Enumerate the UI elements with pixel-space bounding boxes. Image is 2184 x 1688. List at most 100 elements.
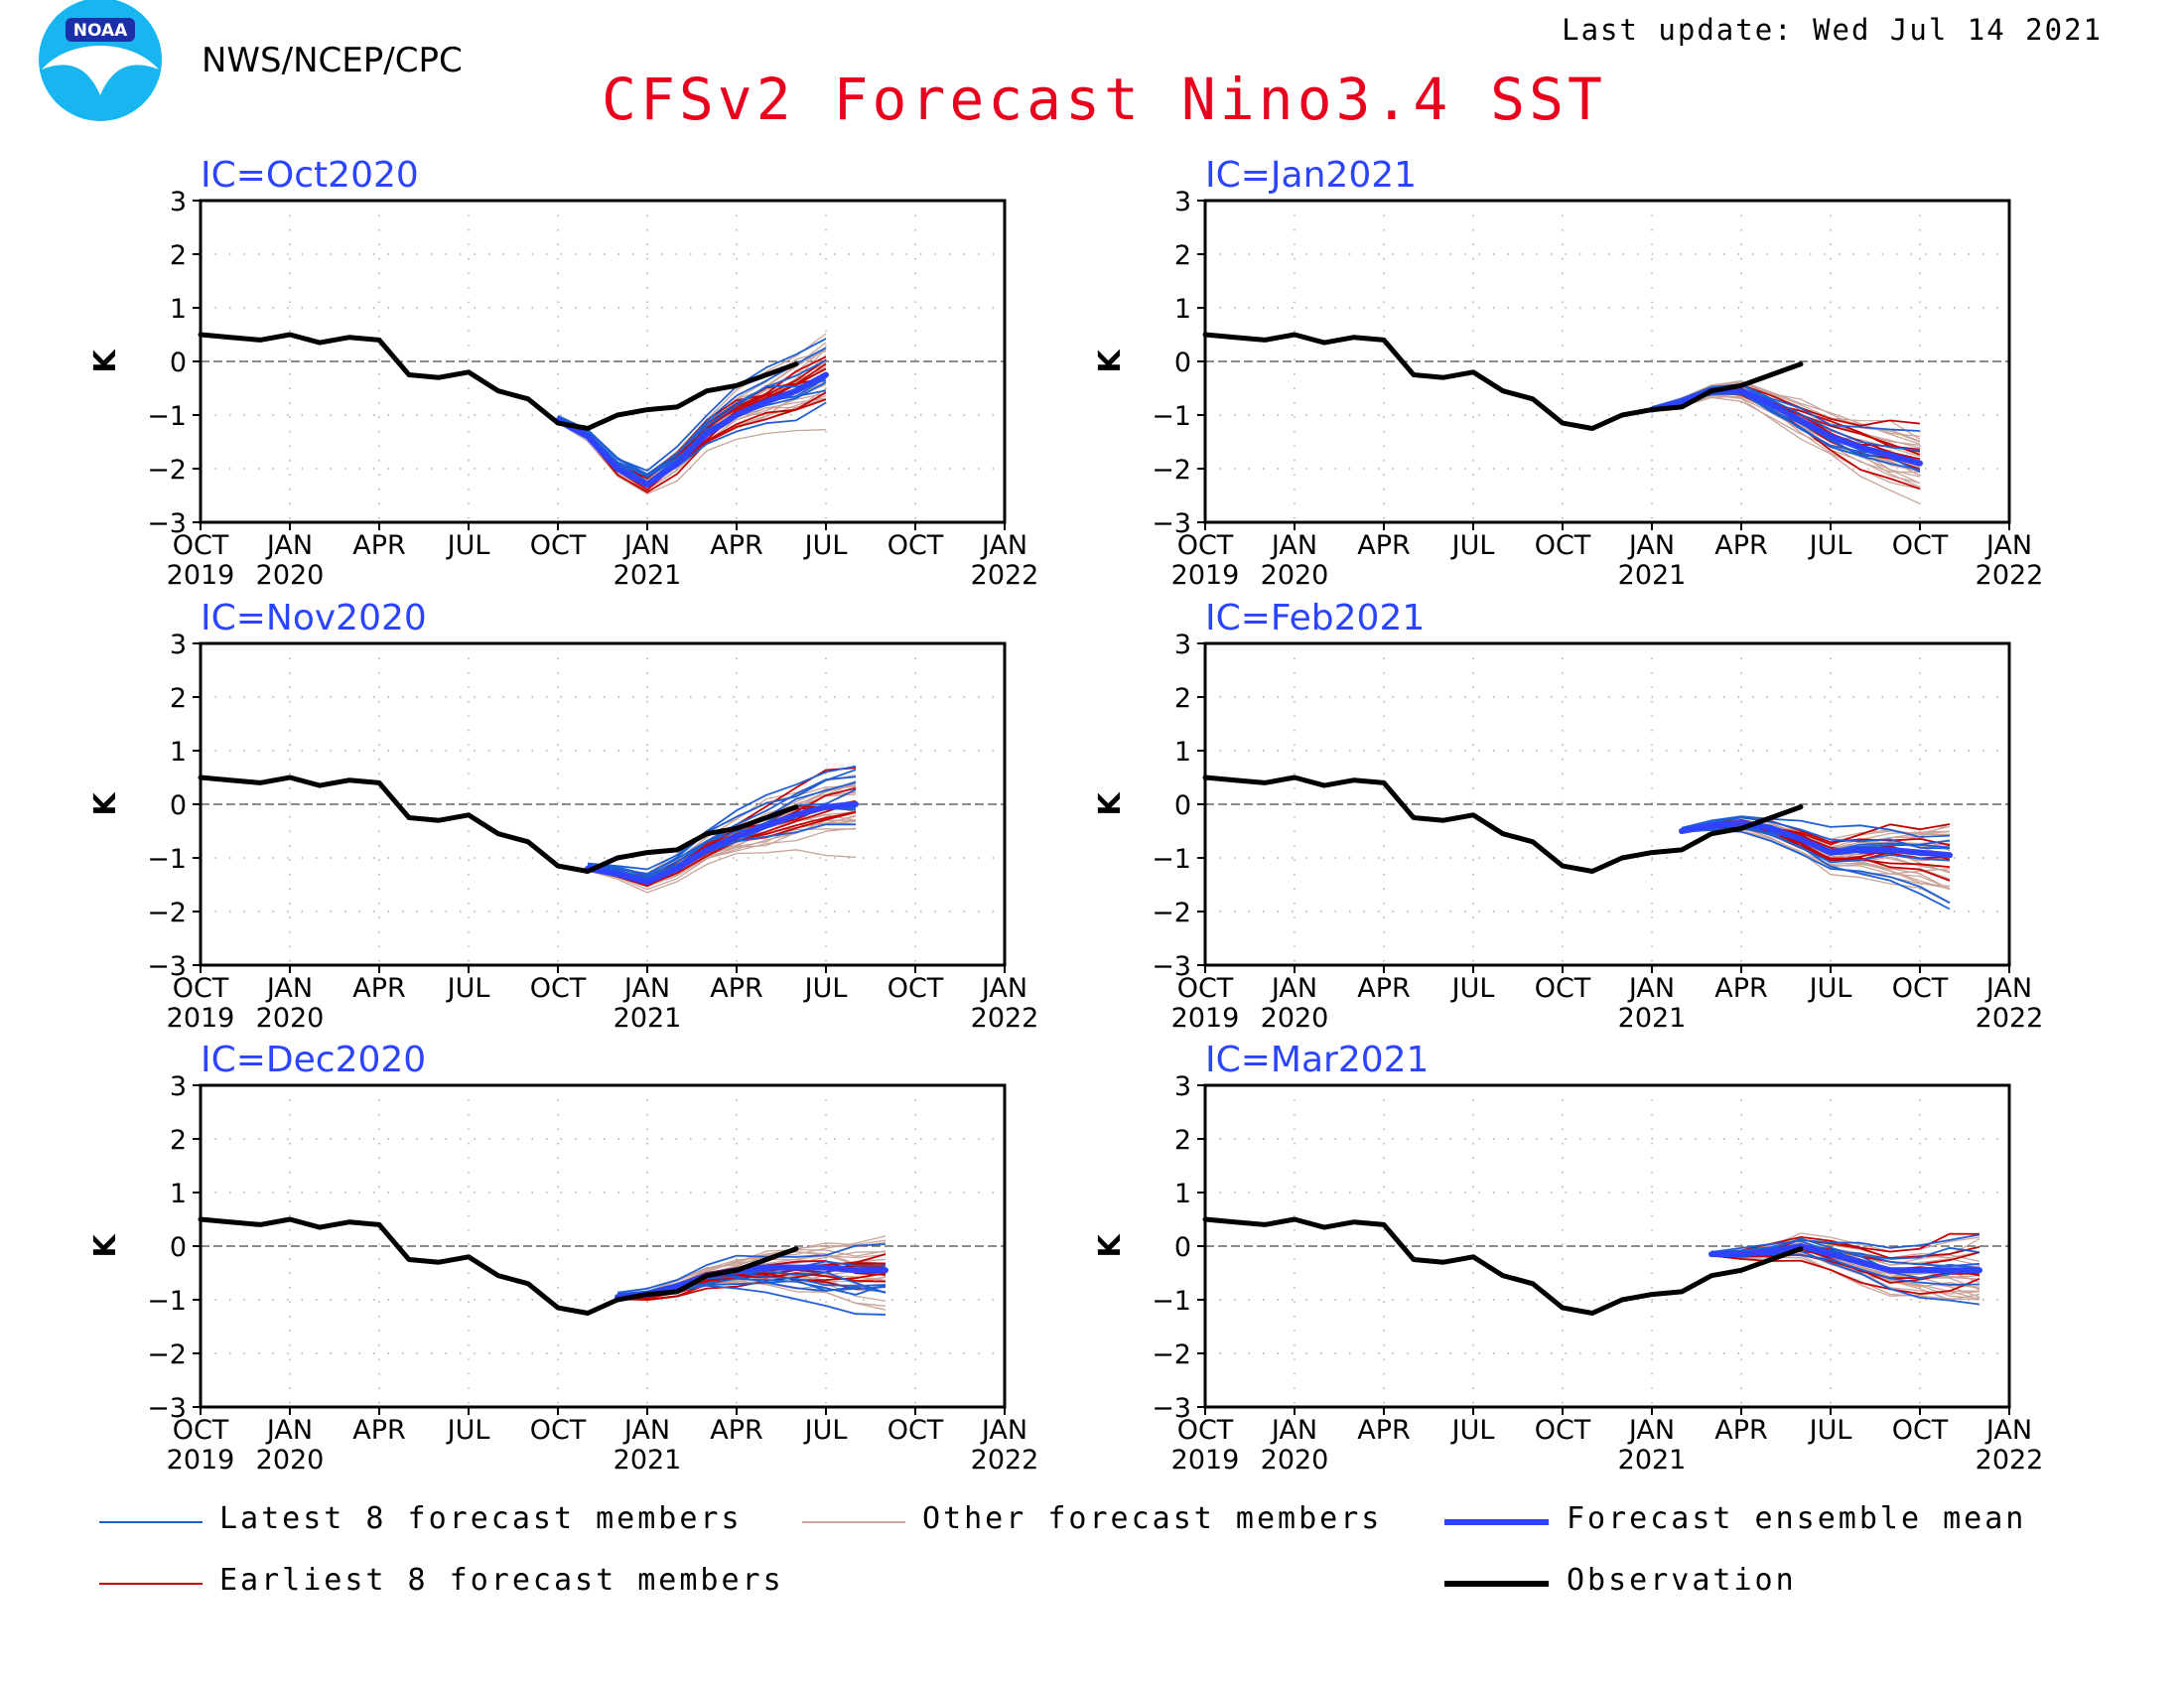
y-axis-label: K	[88, 791, 123, 816]
x-tick-label-month: OCT	[1177, 1415, 1234, 1446]
agency-label: NWS/NCEP/CPC	[202, 41, 463, 80]
observation-line	[1202, 332, 1804, 431]
panel-label: IC=Jan2021	[1205, 155, 1417, 196]
x-tick-label-month: JUL	[803, 1415, 848, 1446]
x-tick-label-month: APR	[710, 530, 763, 561]
other-forecast-member-line	[587, 849, 857, 894]
x-tick-label-month: JUL	[1450, 973, 1495, 1004]
x-tick-label-year: 2019	[167, 1003, 235, 1034]
x-tick-label-month: JAN	[622, 1415, 670, 1446]
y-tick-label: 0	[170, 348, 187, 378]
y-tick-label: −2	[147, 898, 187, 928]
y-tick-label: −1	[1152, 1286, 1191, 1317]
x-tick-label-month: JAN	[622, 973, 670, 1004]
x-tick-label-month: JUL	[446, 1415, 490, 1446]
latest-forecast-member-line	[1681, 816, 1951, 850]
y-tick-label: 0	[1174, 1232, 1191, 1263]
ensemble-mean-line	[614, 1264, 888, 1301]
x-tick-label-year: 2021	[1618, 1003, 1687, 1034]
x-tick-label-month: JAN	[622, 530, 670, 561]
x-tick-label-year: 2019	[167, 1445, 235, 1476]
x-tick-label-month: JAN	[1984, 1415, 2032, 1446]
y-tick-label: −3	[1152, 1393, 1191, 1424]
latest-forecast-member-line	[557, 338, 827, 472]
y-tick-label: −1	[1152, 844, 1191, 875]
x-tick-label-year: 2020	[256, 1445, 325, 1476]
legend-other-label: Other forecast members	[922, 1501, 1382, 1536]
x-tick-label-year: 2022	[971, 1003, 1039, 1034]
panel-label: IC=Dec2020	[201, 1040, 426, 1080]
noaa-logo-banner	[66, 18, 135, 42]
y-tick-label: 0	[170, 1232, 187, 1263]
y-tick-label: −3	[1152, 951, 1191, 982]
panel-label: IC=Nov2020	[201, 598, 427, 638]
x-tick-label-month: OCT	[1535, 1415, 1591, 1446]
x-tick-label-year: 2019	[1171, 1445, 1240, 1476]
y-tick-label: 2	[1174, 683, 1191, 714]
y-tick-label: 1	[170, 1179, 187, 1209]
plot-frame	[1203, 199, 2011, 524]
x-tick-label-month: APR	[1714, 530, 1768, 561]
y-tick-label: −1	[147, 844, 187, 875]
latest-forecast-member-line	[557, 359, 827, 478]
x-tick-label-month: JAN	[1984, 973, 2032, 1004]
x-tick-label-year: 2021	[614, 1445, 682, 1476]
x-tick-label-month: JUL	[1808, 1415, 1852, 1446]
x-tick-label-month: JAN	[980, 530, 1027, 561]
earliest-forecast-member-line	[557, 355, 827, 480]
y-tick-label: 2	[170, 240, 187, 271]
x-tick-label-month: APR	[1357, 973, 1411, 1004]
y-tick-label: −3	[147, 508, 187, 539]
figure-title: CFSv2 Forecast Nino3.4 SST	[602, 66, 1606, 133]
x-tick-label-month: JUL	[1808, 973, 1852, 1004]
x-tick-label-month: JAN	[1627, 973, 1675, 1004]
y-tick-label: 3	[170, 630, 187, 660]
x-tick-label-month: JUL	[803, 973, 848, 1004]
y-tick-label: −2	[147, 1339, 187, 1370]
x-tick-label-year: 2019	[1171, 560, 1240, 591]
x-tick-label-month: OCT	[530, 530, 587, 561]
y-tick-label: −3	[147, 951, 187, 982]
latest-forecast-member-line	[1681, 815, 1951, 838]
legend-earliest-label: Earliest 8 forecast members	[219, 1563, 784, 1598]
x-tick-label-month: JAN	[265, 1415, 313, 1446]
y-tick-label: −2	[147, 455, 187, 486]
last-update: Last update: Wed Jul 14 2021	[1562, 13, 2103, 47]
x-tick-label-year: 2020	[1261, 560, 1329, 591]
earliest-forecast-member-line	[1681, 816, 1951, 846]
noaa-logo-gull-icon	[42, 46, 159, 95]
plot-frame	[1203, 1083, 2011, 1409]
y-tick-label: −1	[1152, 401, 1191, 432]
y-tick-label: −2	[1152, 1339, 1191, 1370]
other-forecast-member-line	[587, 822, 857, 891]
y-axis-label: K	[88, 1233, 123, 1258]
x-tick-label-month: OCT	[887, 1415, 944, 1446]
noaa-logo: NOAA	[39, 0, 162, 121]
y-tick-label: 0	[170, 790, 187, 821]
y-tick-label: 2	[170, 1125, 187, 1156]
x-tick-label-month: APR	[352, 973, 406, 1004]
y-tick-label: 2	[1174, 1125, 1191, 1156]
plot-frame	[199, 1083, 1007, 1409]
y-tick-label: 2	[170, 683, 187, 714]
observation-line	[198, 1216, 799, 1316]
y-tick-label: −1	[147, 401, 187, 432]
y-axis-label: K	[1093, 1233, 1128, 1258]
x-tick-label-month: OCT	[530, 1415, 587, 1446]
x-tick-label-year: 2021	[1618, 1445, 1687, 1476]
x-tick-label-month: JUL	[1450, 530, 1495, 561]
x-tick-label-month: OCT	[1177, 530, 1234, 561]
x-tick-label-month: JUL	[1450, 1415, 1495, 1446]
x-tick-label-month: APR	[1357, 530, 1411, 561]
x-tick-label-month: JUL	[803, 530, 848, 561]
observation-line	[198, 332, 799, 431]
x-tick-label-month: JAN	[1627, 530, 1675, 561]
x-tick-label-month: APR	[1357, 1415, 1411, 1446]
y-tick-label: 1	[170, 737, 187, 768]
x-tick-label-month: OCT	[173, 1415, 229, 1446]
legend-latest-label: Latest 8 forecast members	[219, 1501, 743, 1536]
